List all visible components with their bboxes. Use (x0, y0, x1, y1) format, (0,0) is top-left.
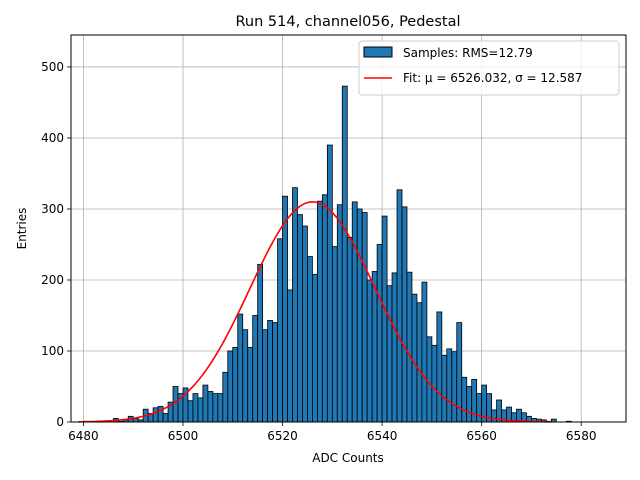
legend-label-histogram: Samples: RMS=12.79 (403, 46, 533, 60)
y-tick-label: 400 (41, 131, 64, 145)
histogram-bar (187, 400, 194, 423)
histogram-bar (222, 371, 229, 423)
histogram-bar (292, 187, 298, 423)
histogram-bar (391, 272, 398, 423)
histogram-bar (396, 189, 403, 423)
histogram-bar (277, 238, 283, 423)
histogram-bar (421, 281, 428, 423)
x-tick-label: 6520 (267, 429, 298, 443)
histogram-bar (341, 85, 348, 423)
histogram-bar (326, 144, 333, 423)
histogram-bar (446, 348, 453, 423)
y-tick-label: 500 (41, 60, 64, 74)
histogram-bar (331, 246, 338, 423)
histogram-bars (83, 85, 572, 423)
histogram-bar (316, 200, 323, 423)
histogram-bar (212, 393, 219, 423)
histogram-bar (401, 206, 408, 423)
histogram-bar (356, 208, 363, 423)
histogram-bar (272, 322, 278, 423)
histogram-bar (217, 393, 224, 423)
x-tick-label: 6500 (168, 429, 199, 443)
histogram-bar (252, 315, 259, 423)
plot-frame (70, 34, 627, 423)
histogram-bar (476, 393, 483, 423)
histogram-bar (416, 302, 423, 423)
histogram-bar (237, 313, 244, 423)
legend-swatch-histogram (363, 46, 393, 58)
histogram-bar (436, 311, 443, 423)
histogram-bar (461, 376, 468, 423)
histogram-bar (302, 225, 308, 423)
histogram-bar (312, 273, 318, 423)
histogram-bar (247, 347, 254, 423)
x-tick-label: 6580 (566, 429, 597, 443)
histogram-bar (262, 329, 269, 423)
histogram-bar (431, 344, 438, 423)
histogram-bar (406, 271, 413, 423)
histogram-bar (351, 201, 358, 423)
y-tick-label: 300 (41, 202, 64, 216)
legend-label-fit: Fit: μ = 6526.032, σ = 12.587 (403, 71, 582, 85)
histogram-bar (282, 195, 288, 423)
x-tick-label: 6540 (367, 429, 398, 443)
histogram-bar (516, 408, 522, 423)
y-tick-label: 0 (56, 415, 64, 429)
histogram-bar (297, 214, 303, 423)
histogram-bar (207, 391, 214, 423)
histogram-bar (172, 386, 179, 423)
histogram-bar (307, 256, 313, 423)
histogram-bar (441, 354, 448, 423)
histogram-bar (381, 215, 388, 423)
histogram-bar (491, 409, 497, 423)
fit-curve (78, 201, 552, 423)
histogram-bar (451, 351, 458, 423)
histogram-bar (386, 285, 393, 423)
histogram-bar (376, 244, 383, 423)
histogram-bar (371, 271, 378, 423)
histogram-bar (242, 329, 249, 423)
histogram-bar (202, 384, 209, 423)
histogram-bar (471, 378, 478, 423)
y-tick-label: 100 (41, 344, 64, 358)
histogram-bar (192, 393, 199, 423)
y-axis-label: Entries (15, 208, 29, 250)
histogram-bar (411, 293, 418, 423)
y-axis-ticks: 0 100 200 300 400 500 (41, 60, 71, 429)
histogram-bar (267, 320, 273, 423)
legend: Samples: RMS=12.79 Fit: μ = 6526.032, σ … (358, 40, 620, 96)
histogram-bar (346, 236, 353, 423)
y-tick-label: 200 (41, 273, 64, 287)
histogram-bar (152, 407, 159, 423)
x-tick-label: 6480 (68, 429, 99, 443)
legend-box (358, 40, 620, 96)
histogram-bar (232, 347, 239, 423)
histogram-bar (466, 386, 473, 423)
x-axis-label: ADC Counts (312, 451, 384, 465)
x-tick-label: 6560 (466, 429, 497, 443)
chart-title: Run 514, channel056, Pedestal (235, 14, 460, 30)
histogram-bar (257, 263, 264, 423)
histogram-bar (227, 350, 234, 423)
histogram-bar (366, 279, 373, 423)
histogram-bar (321, 194, 328, 423)
histogram-bar (287, 289, 293, 423)
histogram-bar (162, 413, 169, 423)
x-axis-ticks: 6480 6500 6520 6540 6560 6580 (68, 422, 596, 443)
histogram-bar (426, 336, 433, 423)
histogram-bar (361, 212, 368, 423)
histogram-bar (197, 397, 204, 423)
histogram-bar (336, 204, 343, 423)
